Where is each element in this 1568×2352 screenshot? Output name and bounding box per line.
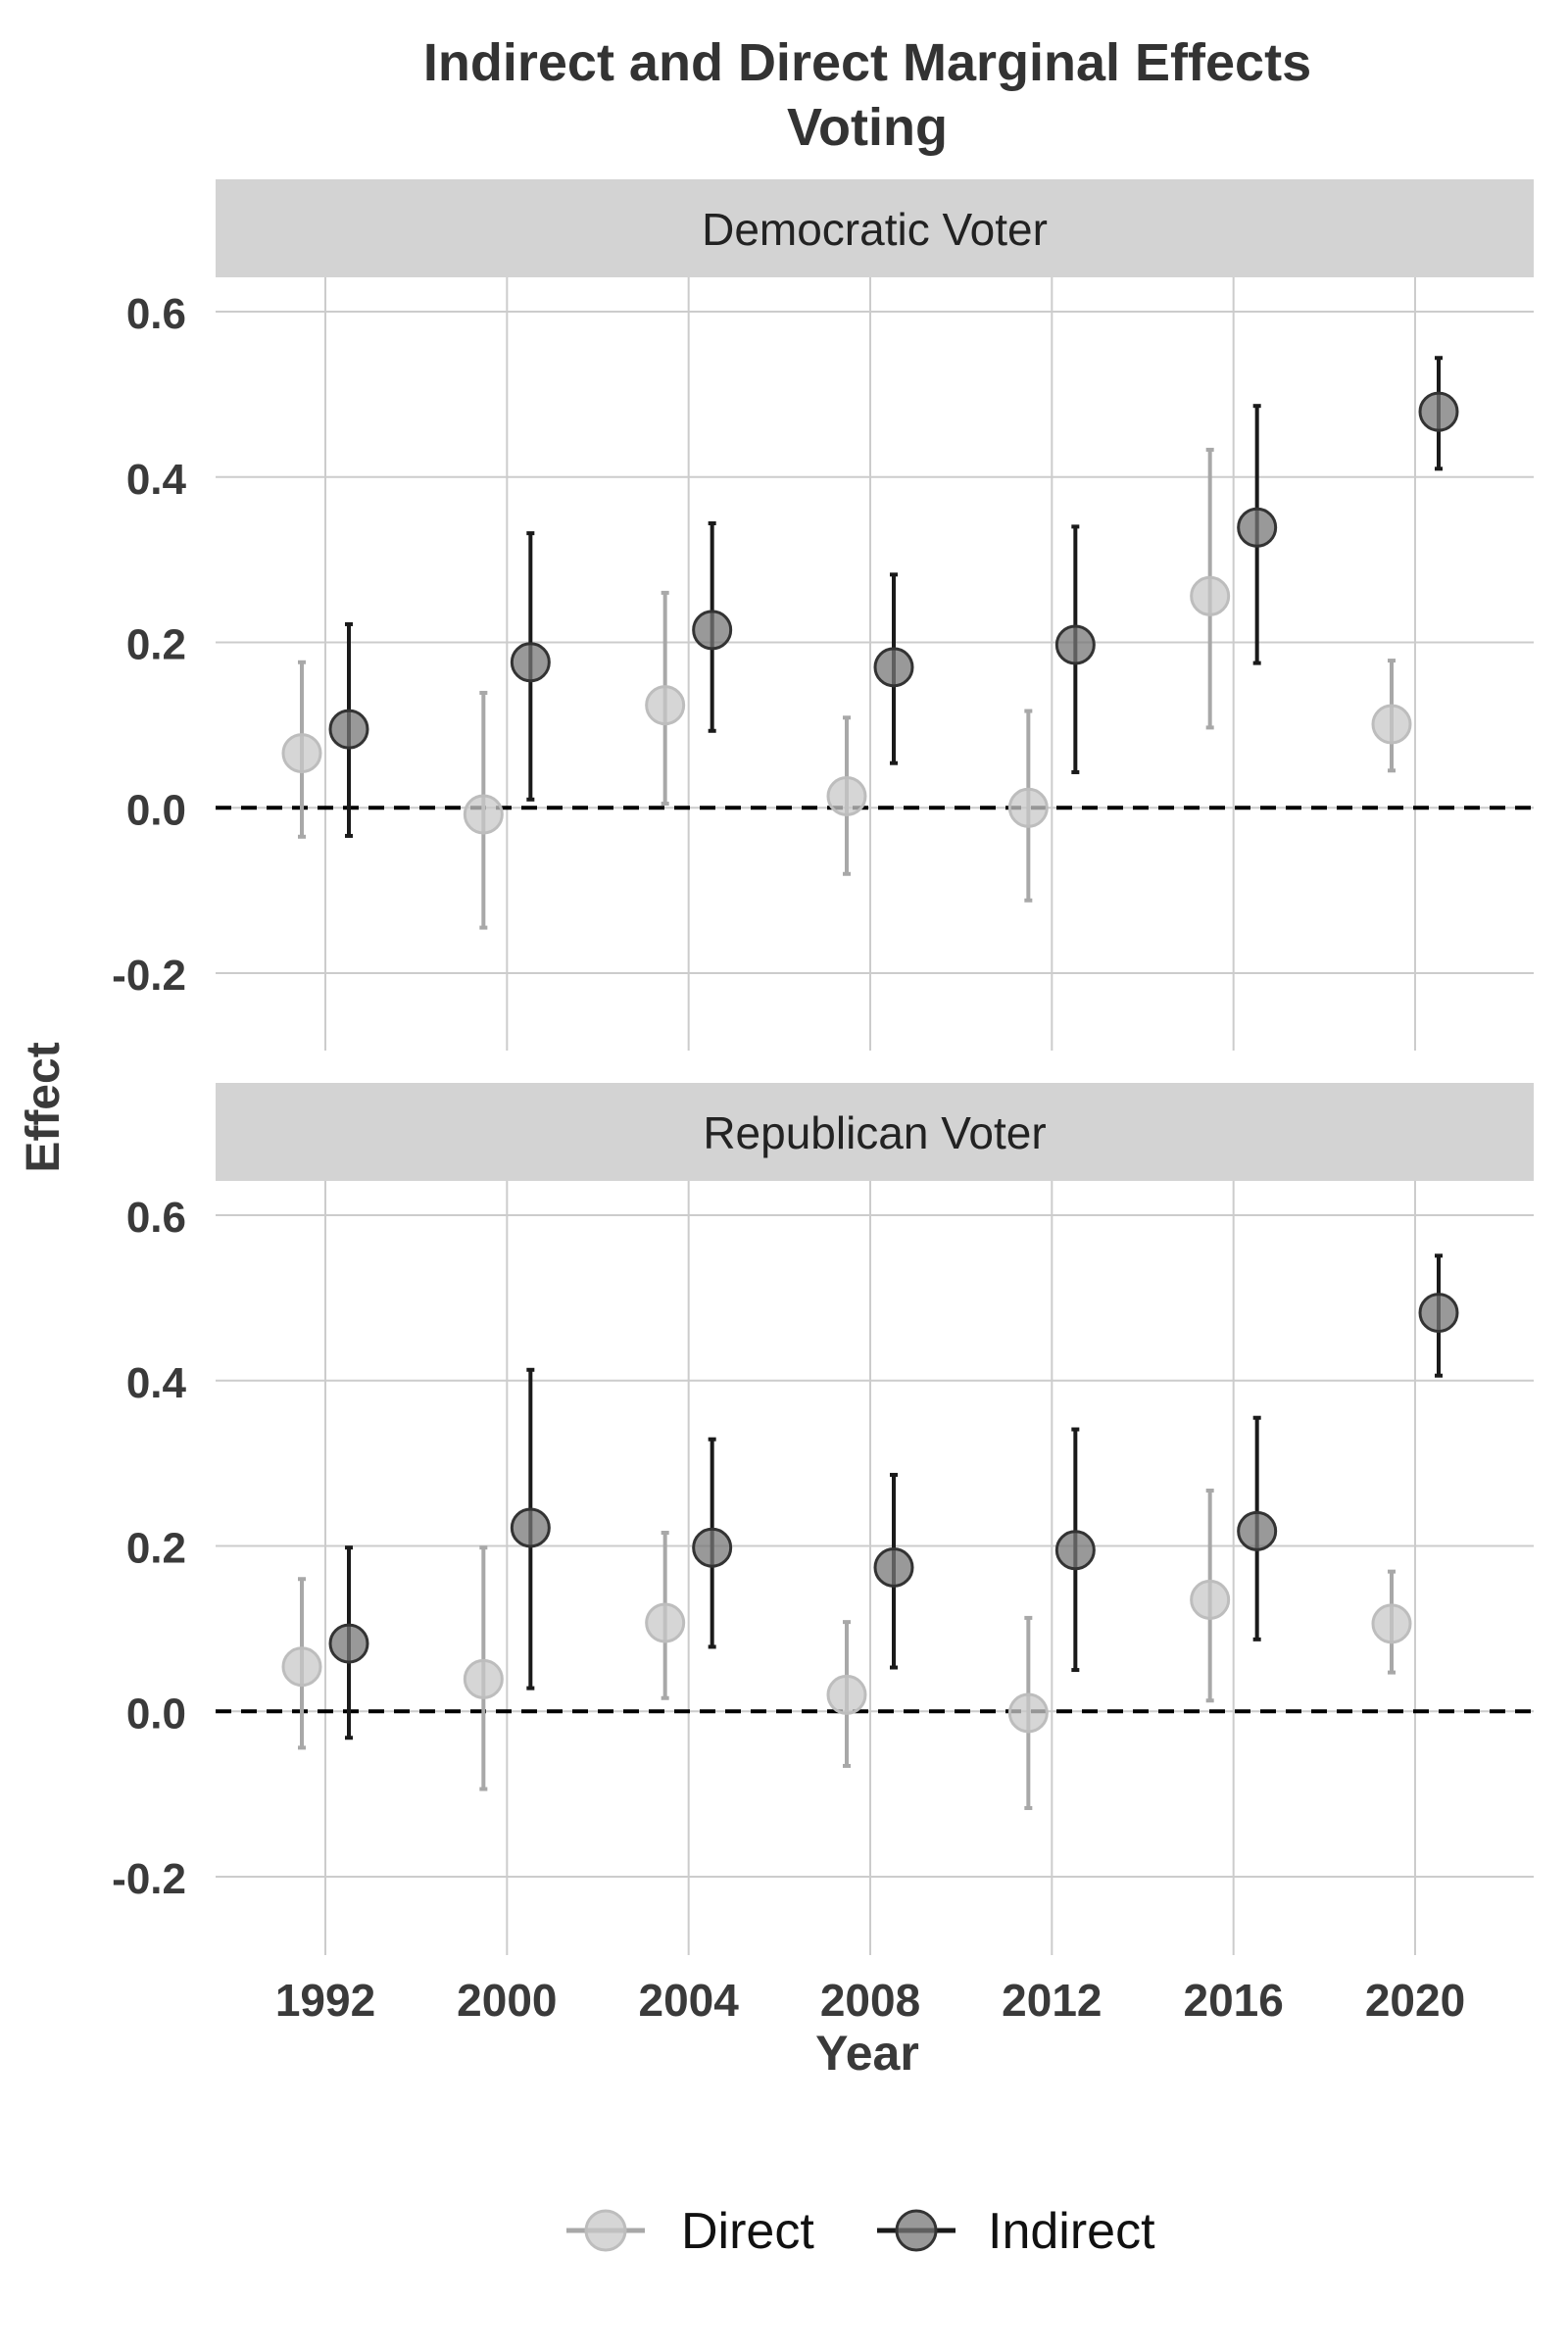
x-tick-label: 2016 xyxy=(1183,1975,1283,2026)
legend: Direct Indirect xyxy=(566,2203,1155,2260)
direct-point xyxy=(826,775,867,816)
x-tick-label: 2012 xyxy=(1002,1975,1102,2026)
x-axis-title: Year xyxy=(815,2026,919,2081)
y-tick-label: 0.6 xyxy=(126,1194,186,1242)
y-tick-label: 0.2 xyxy=(126,1525,186,1573)
legend-label: Indirect xyxy=(988,2203,1155,2260)
direct-point xyxy=(1371,1603,1412,1644)
facet-strip-label: Republican Voter xyxy=(703,1107,1046,1158)
y-tick-label: 0.0 xyxy=(126,1690,186,1738)
facet-panels: Democratic Voter-0.20.00.20.40.6Republic… xyxy=(112,179,1534,1955)
y-axis-title: Effect xyxy=(18,1042,70,1172)
indirect-point xyxy=(328,1623,369,1664)
direct-point xyxy=(463,1658,504,1699)
direct-point xyxy=(645,685,686,726)
y-tick-label: 0.0 xyxy=(126,786,186,834)
direct-point xyxy=(281,1646,322,1688)
direct-point xyxy=(1007,787,1049,828)
facet-strip xyxy=(216,179,1534,277)
facet-strip xyxy=(216,1083,1534,1181)
y-tick-label: 0.4 xyxy=(126,456,187,504)
x-tick-label: 2000 xyxy=(457,1975,557,2026)
legend-key-point xyxy=(584,2209,627,2252)
direct-point xyxy=(463,794,504,835)
direct-point xyxy=(1371,704,1412,745)
legend-item-indirect: Indirect xyxy=(877,2203,1155,2260)
indirect-point xyxy=(510,642,551,683)
indirect-point xyxy=(873,1546,914,1588)
indirect-point xyxy=(1237,1510,1278,1551)
facet-panel: Democratic Voter -0.2 0.0 0.2 0.4 0.6 xyxy=(112,179,1534,1051)
direct-point xyxy=(1190,575,1231,616)
y-tick-label: 0.4 xyxy=(126,1359,187,1407)
legend-key-point xyxy=(895,2209,938,2252)
indirect-point xyxy=(1418,1293,1459,1334)
y-tick-label: 0.2 xyxy=(126,621,186,669)
indirect-point xyxy=(1418,391,1459,432)
y-tick-label: -0.2 xyxy=(112,952,186,1000)
indirect-point xyxy=(873,647,914,688)
y-tick-label: 0.6 xyxy=(126,290,186,338)
x-tick-label: 2020 xyxy=(1365,1975,1465,2026)
indirect-point xyxy=(510,1507,551,1548)
facet-panel: Republican Voter -0.2 0.0 0.2 0.4 0.6 xyxy=(112,1083,1534,1955)
chart-subtitle: Voting xyxy=(787,98,948,157)
direct-point xyxy=(1190,1579,1231,1620)
indirect-point xyxy=(692,610,733,651)
indirect-point xyxy=(692,1527,733,1568)
indirect-point xyxy=(1054,1530,1096,1571)
direct-point xyxy=(281,733,322,774)
x-axis-ticks: 1992 2000 2004 2008 2012 2016 2020 xyxy=(275,1975,1465,2026)
legend-item-direct: Direct xyxy=(566,2203,814,2260)
chart-title: Indirect and Direct Marginal Effects xyxy=(423,33,1311,92)
direct-point xyxy=(826,1674,867,1715)
direct-point xyxy=(1007,1692,1049,1734)
x-tick-label: 1992 xyxy=(275,1975,375,2026)
indirect-point xyxy=(1237,507,1278,548)
legend-label: Direct xyxy=(681,2203,814,2260)
indirect-point xyxy=(1054,624,1096,665)
indirect-point xyxy=(328,709,369,750)
y-tick-label: -0.2 xyxy=(112,1855,186,1903)
x-tick-label: 2004 xyxy=(638,1975,739,2026)
direct-point xyxy=(645,1602,686,1643)
x-tick-label: 2008 xyxy=(820,1975,920,2026)
facet-strip-label: Democratic Voter xyxy=(702,204,1048,255)
